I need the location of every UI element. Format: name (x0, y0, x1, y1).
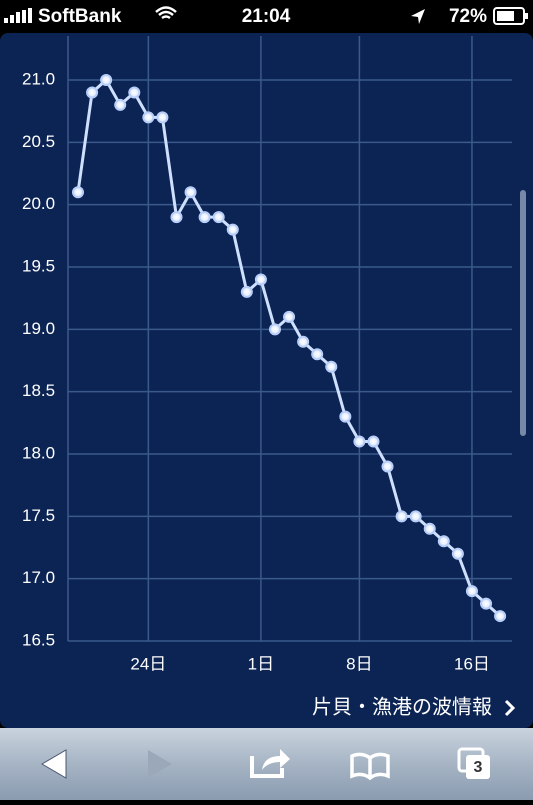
data-point (423, 522, 436, 535)
data-point (114, 98, 127, 111)
back-button[interactable] (41, 749, 67, 779)
y-tick-label: 17.0 (22, 568, 55, 587)
y-tick-label: 20.0 (22, 194, 55, 213)
content-panel (0, 33, 533, 728)
y-tick-label: 21.0 (22, 69, 55, 88)
data-point (381, 460, 394, 473)
data-point (480, 597, 493, 610)
forward-button[interactable] (148, 750, 172, 778)
y-tick-label: 18.5 (22, 381, 55, 400)
location-icon (411, 9, 425, 24)
y-tick-label: 18.0 (22, 443, 55, 462)
tabs-button[interactable]: 3 (457, 747, 490, 779)
data-point (268, 323, 281, 336)
data-point (395, 510, 408, 523)
data-point (86, 86, 99, 99)
data-point (367, 435, 380, 448)
signal-bars (4, 8, 32, 23)
y-tick-label: 16.5 (22, 630, 55, 649)
wifi-icon (155, 6, 177, 20)
battery-level (497, 11, 514, 21)
battery-icon (493, 7, 525, 25)
battery-percent: 72% (449, 6, 487, 27)
battery-tip (525, 13, 528, 19)
scrollbar (520, 190, 526, 436)
x-tick-label: 16日 (454, 654, 490, 673)
data-point (240, 285, 253, 298)
data-point (283, 310, 296, 323)
data-point (339, 410, 352, 423)
data-point (212, 211, 225, 224)
x-tick-label: 1日 (248, 654, 274, 673)
data-point (128, 86, 141, 99)
y-tick-label: 20.5 (22, 132, 55, 151)
x-tick-label: 24日 (130, 654, 166, 673)
data-point (72, 186, 84, 199)
link-chevron[interactable] (504, 699, 516, 717)
data-point (254, 273, 267, 286)
data-point (409, 510, 422, 523)
data-point (170, 211, 183, 224)
y-tick-label: 19.0 (22, 319, 55, 338)
data-point (142, 111, 155, 124)
x-tick-label: 8日 (346, 654, 372, 673)
y-tick-label: 17.5 (22, 506, 55, 525)
share-button[interactable] (250, 749, 290, 778)
bookmarks-button[interactable] (350, 752, 390, 781)
data-point (198, 211, 211, 224)
clock: 21:04 (242, 6, 291, 27)
status-bar (0, 0, 533, 33)
data-point (311, 348, 324, 361)
data-point (465, 585, 478, 598)
data-point (100, 74, 113, 86)
data-point (353, 435, 366, 448)
data-point (226, 223, 239, 236)
data-point (451, 547, 464, 560)
y-tick-label: 19.5 (22, 256, 55, 275)
data-point (297, 335, 310, 348)
carrier: SoftBank (38, 6, 122, 27)
data-point (156, 111, 169, 124)
data-point (325, 360, 338, 373)
data-point (437, 535, 450, 548)
wave-info-link[interactable]: 片貝・漁港の波情報 (312, 695, 492, 718)
chart: 16.5 17.0 17.5 18.0 18.5 19.0 19.5 20.0 20.5 21.0… (22, 36, 512, 673)
tab-count: 3 (474, 759, 483, 776)
data-point (494, 610, 507, 623)
data-point (184, 186, 197, 199)
